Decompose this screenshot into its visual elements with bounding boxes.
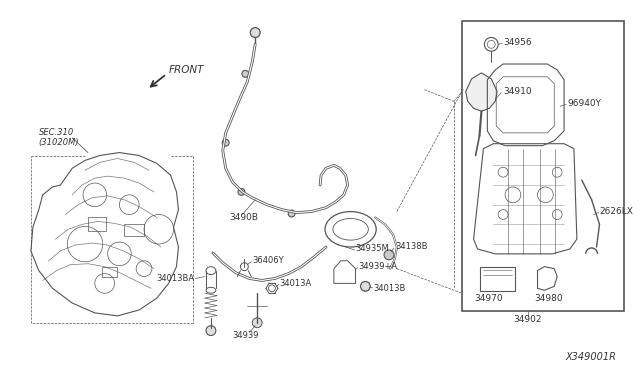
Ellipse shape bbox=[238, 189, 245, 195]
Text: 34902: 34902 bbox=[513, 315, 542, 324]
Text: 2626LX: 2626LX bbox=[600, 207, 634, 216]
Text: 34980: 34980 bbox=[534, 294, 563, 303]
Bar bbox=[88, 218, 106, 231]
Text: 34939+A: 34939+A bbox=[358, 262, 397, 271]
Text: SEC.310: SEC.310 bbox=[39, 128, 74, 137]
Bar bbox=[102, 267, 118, 276]
Ellipse shape bbox=[288, 210, 295, 217]
Ellipse shape bbox=[360, 282, 371, 291]
Ellipse shape bbox=[242, 70, 249, 77]
Text: FRONT: FRONT bbox=[168, 65, 204, 75]
Text: 34956: 34956 bbox=[503, 38, 532, 47]
Text: 34935M: 34935M bbox=[356, 244, 389, 253]
Text: 34013A: 34013A bbox=[279, 279, 311, 288]
Ellipse shape bbox=[206, 326, 216, 336]
Text: 34910: 34910 bbox=[503, 87, 532, 96]
Bar bbox=[462, 21, 624, 311]
Text: X349001R: X349001R bbox=[565, 352, 616, 362]
Text: 36406Y: 36406Y bbox=[252, 256, 284, 265]
Polygon shape bbox=[466, 73, 497, 111]
Bar bbox=[481, 267, 515, 291]
Text: 34939: 34939 bbox=[232, 331, 259, 340]
Bar bbox=[124, 224, 144, 236]
Text: 96940Y: 96940Y bbox=[567, 99, 601, 108]
Ellipse shape bbox=[222, 139, 229, 146]
Text: 3490B: 3490B bbox=[230, 213, 259, 222]
Ellipse shape bbox=[250, 28, 260, 38]
Text: 34013B: 34013B bbox=[373, 284, 406, 293]
Ellipse shape bbox=[252, 318, 262, 328]
Text: 34138B: 34138B bbox=[395, 243, 428, 251]
Text: 34013BA: 34013BA bbox=[156, 274, 194, 283]
Text: 34970: 34970 bbox=[474, 294, 502, 303]
Ellipse shape bbox=[384, 250, 394, 260]
Text: (31020M): (31020M) bbox=[39, 138, 79, 147]
Ellipse shape bbox=[484, 38, 498, 51]
